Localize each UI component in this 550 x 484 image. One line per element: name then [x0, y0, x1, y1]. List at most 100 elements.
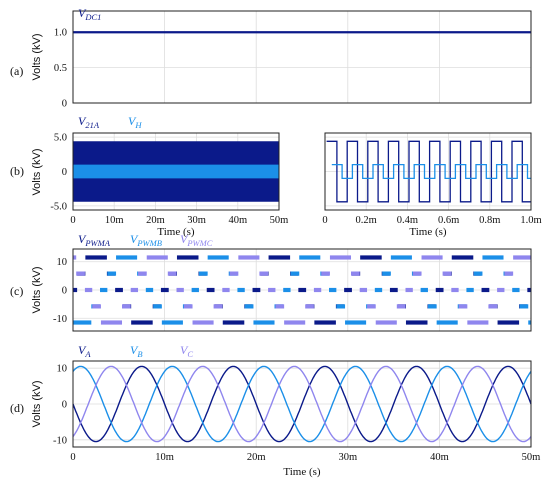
pwm-segment	[206, 287, 215, 293]
pwm-segment	[229, 271, 239, 276]
series-line-vh	[331, 163, 531, 180]
x-tick-label: 10m	[105, 215, 124, 226]
pwm-segment	[122, 304, 131, 309]
y-tick-label: 0.5	[54, 63, 67, 74]
y-tick-label: -10	[53, 314, 67, 325]
pwm-segment	[160, 287, 169, 293]
pwm-segment	[367, 304, 376, 309]
panel-label: (a)	[10, 64, 23, 78]
plot-frame	[72, 10, 532, 104]
pwm-segment	[116, 255, 138, 260]
pwm-segment	[467, 320, 489, 325]
y-tick-label: -10	[53, 435, 67, 446]
legend-entry: VPWMA	[78, 232, 111, 248]
pwm-segment	[519, 304, 529, 309]
pwm-segment	[435, 287, 444, 293]
x-tick-label: 0.2m	[356, 215, 377, 226]
series-band-vh	[73, 164, 279, 179]
pwm-segment	[488, 304, 498, 309]
pwm-segment	[466, 287, 474, 293]
y-axis-label: Volts (kV)	[31, 266, 43, 313]
pwm-segment	[176, 255, 199, 260]
pwm-segment	[473, 271, 483, 276]
pwm-segment	[451, 255, 474, 260]
x-tick-label: 40m	[430, 452, 449, 463]
pwm-segment	[314, 320, 336, 325]
pwm-segment	[329, 255, 352, 260]
x-tick-label: 0	[70, 452, 75, 463]
x-axis-label: Time (s)	[157, 226, 195, 238]
pwm-segment	[268, 255, 291, 260]
pwm-segment	[207, 255, 229, 260]
x-tick-label: 40m	[228, 215, 247, 226]
x-tick-label: 50m	[270, 215, 289, 226]
pwm-segment	[153, 304, 162, 309]
pwm-segment	[146, 255, 168, 260]
pwm-segment	[336, 304, 346, 309]
legend-entry: VPWMC	[180, 232, 213, 248]
pwm-segment	[351, 271, 360, 276]
legend-entry: VH	[128, 114, 142, 130]
pwm-segment	[238, 255, 260, 260]
pwm-segment	[329, 287, 337, 293]
x-tick-label: 0.4m	[397, 215, 418, 226]
pwm-segment	[222, 287, 230, 293]
x-axis-label: Time (s)	[283, 466, 321, 478]
panel-b-right: 0 0.2m 0.4m 0.6m 0.8m 1.0m Time (s)	[322, 132, 542, 238]
pwm-segment	[389, 287, 398, 293]
plot-frame	[72, 360, 532, 448]
pwm-segment	[73, 320, 92, 325]
pwm-segment	[321, 271, 330, 276]
y-tick-label: 0	[62, 286, 67, 297]
x-axis-label: Time (s)	[409, 226, 447, 238]
legend-entry: VA	[78, 343, 91, 359]
y-tick-label: 5.0	[54, 133, 67, 144]
x-tick-label: 30m	[338, 452, 357, 463]
y-tick-label: 10	[57, 257, 68, 268]
pwm-segment	[436, 320, 458, 325]
pwm-segment	[412, 271, 422, 276]
pwm-segment	[253, 320, 275, 325]
pwm-segment	[284, 320, 306, 325]
x-tick-label: 0.6m	[438, 215, 459, 226]
pwm-segment	[161, 320, 183, 325]
x-tick-label: 0	[70, 215, 75, 226]
pwm-segment	[76, 271, 85, 276]
pwm-segment	[85, 255, 107, 260]
pwm-segment	[313, 287, 322, 293]
pwm-segment	[176, 287, 184, 293]
pwm-segment	[528, 320, 531, 325]
pwm-segment	[390, 255, 412, 260]
panel-a: 0 0.5 1.0 VDC1 Volts (kV) (a)	[10, 6, 532, 110]
pwm-segment	[345, 320, 367, 325]
x-tick-label: 0	[322, 215, 327, 226]
pwm-segment	[382, 271, 391, 276]
pwm-segment	[458, 304, 468, 309]
pwm-segment	[115, 287, 123, 293]
pwm-segment	[497, 320, 520, 325]
pwm-segment	[299, 255, 321, 260]
x-tick-label: 50m	[522, 452, 541, 463]
pwm-segment	[107, 271, 117, 276]
pwm-segment	[130, 287, 139, 293]
pwm-segment	[504, 271, 514, 276]
legend-entry: VDC1	[78, 6, 101, 22]
series-line-v-a	[72, 365, 532, 443]
pwm-segment	[405, 320, 428, 325]
x-tick-label: 20m	[247, 452, 266, 463]
pwm-segment	[183, 304, 193, 309]
pwm-segment	[451, 287, 459, 293]
pwm-segment	[191, 287, 199, 293]
x-tick-label: 10m	[155, 452, 174, 463]
y-axis-label: Volts (kV)	[31, 380, 43, 427]
pwm-segment	[513, 255, 531, 260]
pwm-segment	[442, 271, 452, 276]
panel-label: (c)	[10, 284, 23, 298]
panel-label: (d)	[10, 401, 24, 415]
x-tick-label: 20m	[146, 215, 165, 226]
x-tick-label: 30m	[187, 215, 206, 226]
pwm-segment	[512, 287, 520, 293]
pwm-segment	[198, 271, 208, 276]
